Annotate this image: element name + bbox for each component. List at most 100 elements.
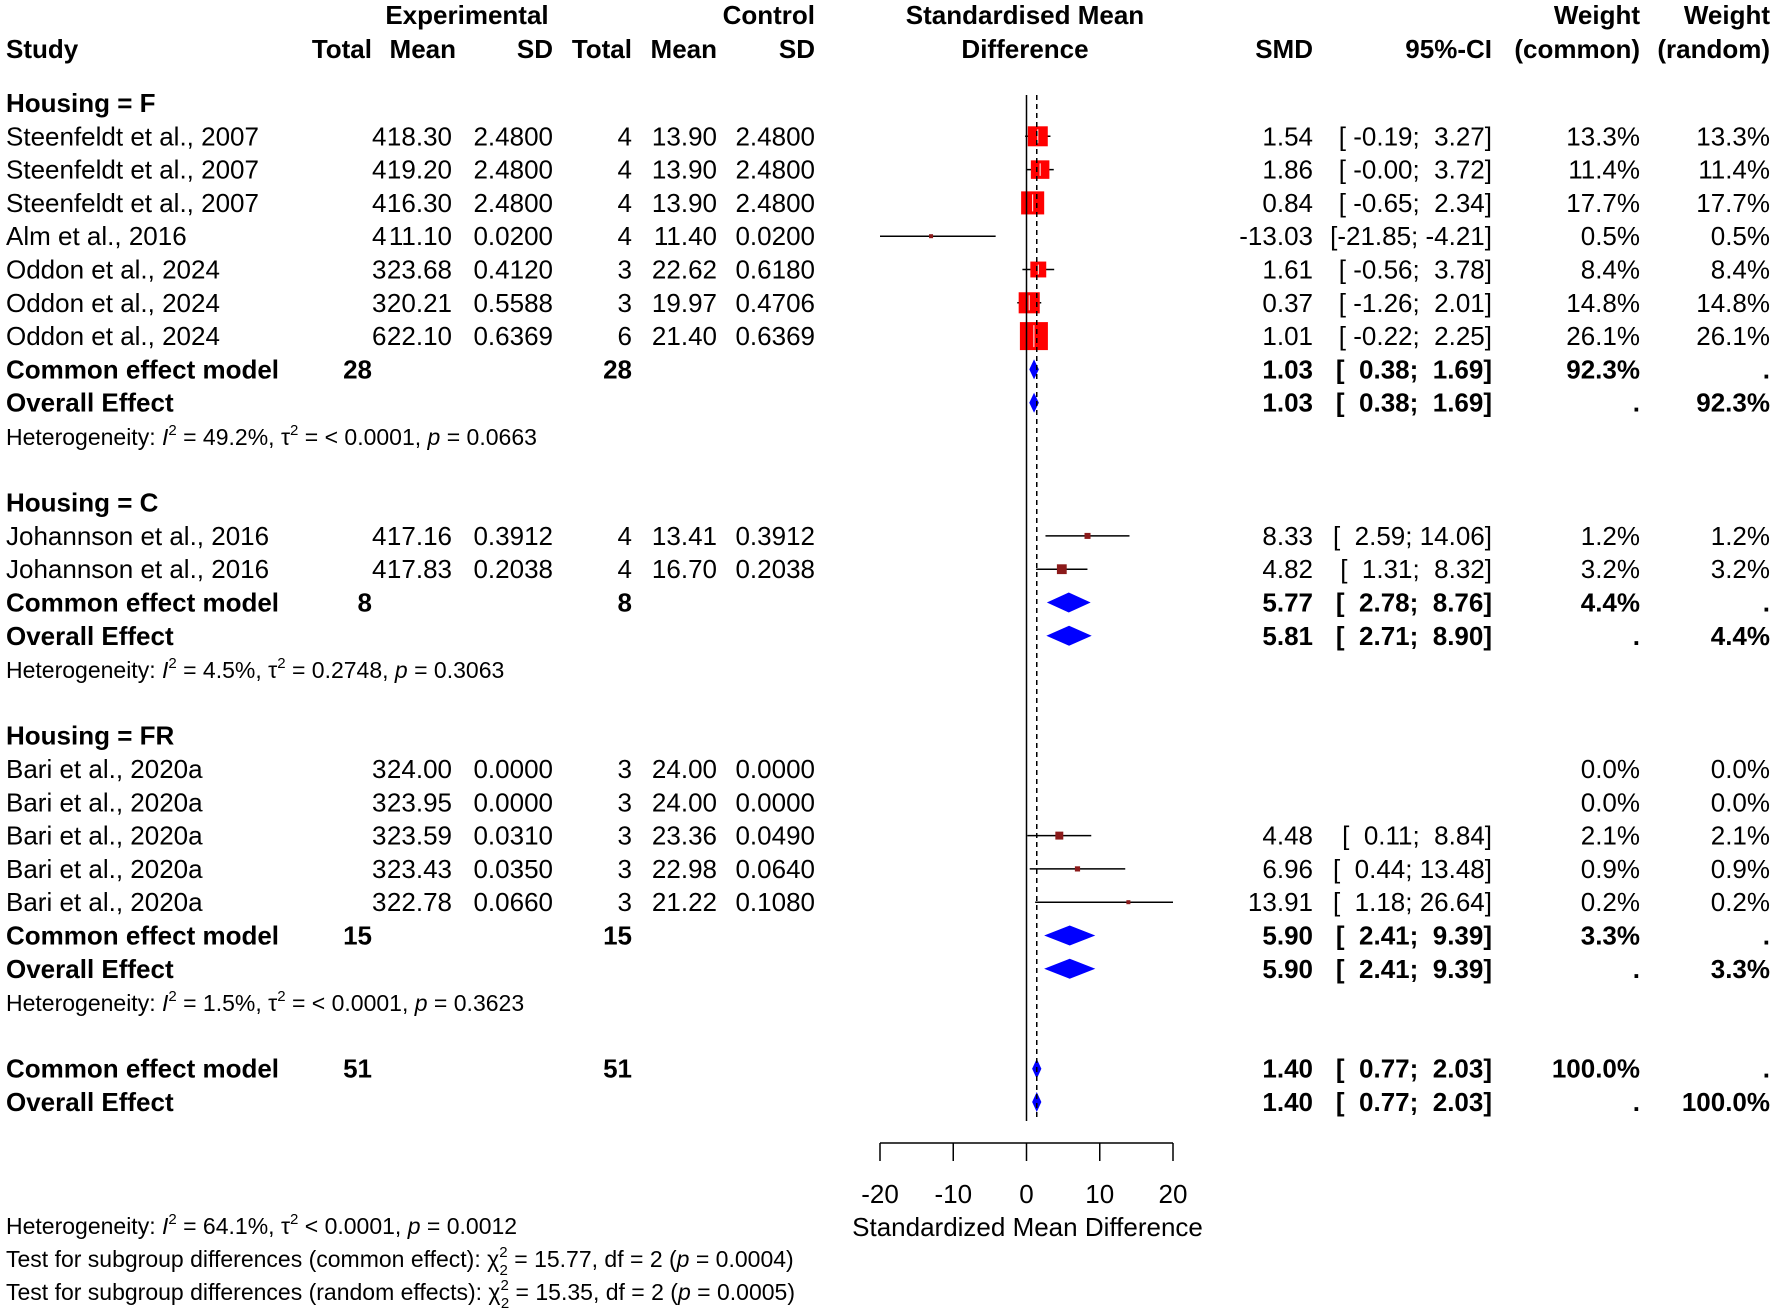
exp-sd: 0.2038 [473, 554, 553, 584]
exp-total: 3 [372, 821, 386, 851]
exp-sd: 0.0000 [473, 754, 553, 784]
header-experimental: Experimental [385, 0, 548, 30]
subgroup-label: Housing = F [6, 88, 156, 118]
ctl-total: 3 [618, 754, 632, 784]
ctl-total: 3 [618, 255, 632, 285]
ctl-mean: 21.40 [652, 321, 717, 351]
exp-mean: 23.59 [387, 821, 452, 851]
weight-random: 26.1% [1696, 321, 1770, 351]
ci-summary: [ 2.78; 8.76] [1336, 588, 1492, 618]
ctl-mean: 13.90 [652, 155, 717, 185]
exp-total-sum: 51 [343, 1054, 372, 1084]
x-axis-label: Standardized Mean Difference [852, 1212, 1203, 1242]
ctl-total-sum: 8 [618, 588, 632, 618]
study-name: Steenfeldt et al., 2007 [6, 188, 259, 218]
study-name: Bari et al., 2020a [6, 821, 203, 851]
header-ctl-mean: Mean [651, 34, 717, 64]
smd-value: 1.01 [1262, 321, 1313, 351]
study-name: Bari et al., 2020a [6, 887, 203, 917]
ctl-sd: 0.3912 [735, 521, 815, 551]
ci-summary: [ 2.71; 8.90] [1336, 621, 1492, 651]
ci-value: [ 0.11; 8.84] [1342, 821, 1492, 851]
study-name: Oddon et al., 2024 [6, 255, 220, 285]
exp-mean: 11.10 [389, 221, 452, 251]
study-name: Alm et al., 2016 [6, 221, 187, 251]
weight-random: 14.8% [1696, 288, 1770, 318]
exp-mean: 22.10 [387, 321, 452, 351]
weight-common: 1.2% [1581, 521, 1640, 551]
header-exp-mean: Mean [390, 34, 456, 64]
ci-value: [ -0.65; 2.34] [1339, 188, 1492, 218]
study-name: Johannson et al., 2016 [6, 521, 269, 551]
header-ci: 95%-CI [1405, 34, 1492, 64]
ci-value: [ -0.22; 2.25] [1339, 321, 1492, 351]
overall-heterogeneity: Heterogeneity: I2 = 64.1%, τ2 < 0.0001, … [6, 1211, 517, 1239]
exp-mean: 17.83 [387, 554, 452, 584]
header-weight-random-line1: Weight [1684, 0, 1771, 30]
ci-summary: [ 0.77; 2.03] [1336, 1087, 1492, 1117]
x-tick-label: 0 [1019, 1179, 1033, 1209]
weight-common: 0.9% [1581, 854, 1640, 884]
exp-mean: 23.95 [387, 787, 452, 817]
weight-common-summary: 3.3% [1581, 921, 1640, 951]
ci-value: [ 1.18; 26.64] [1333, 887, 1492, 917]
exp-total-sum: 28 [343, 354, 372, 384]
ctl-total: 4 [618, 155, 632, 185]
smd-value: 8.33 [1262, 521, 1313, 551]
weight-random: 2.1% [1711, 821, 1770, 851]
ci-summary: [ 2.41; 9.39] [1336, 954, 1492, 984]
overall-effect-label: Overall Effect [6, 954, 174, 984]
study-box [1074, 866, 1081, 872]
weight-random: 13.3% [1696, 121, 1770, 151]
exp-mean: 18.30 [387, 121, 452, 151]
exp-total: 4 [372, 155, 386, 185]
smd-summary: 5.81 [1262, 621, 1313, 651]
subgroup-test-random: Test for subgroup differences (random ef… [6, 1277, 795, 1312]
weight-common: 17.7% [1566, 188, 1640, 218]
exp-sd: 2.4800 [473, 188, 553, 218]
smd-value: 1.54 [1262, 121, 1313, 151]
weight-random-summary: 4.4% [1711, 621, 1770, 651]
header-control: Control [723, 0, 815, 30]
smd-summary: 5.90 [1262, 921, 1313, 951]
smd-summary: 5.77 [1262, 588, 1313, 618]
header-exp-total: Total [312, 34, 372, 64]
ci-summary: [ 2.41; 9.39] [1336, 921, 1492, 951]
weight-common: 0.2% [1581, 887, 1640, 917]
ctl-sd: 0.0200 [735, 221, 815, 251]
weight-random-summary: 100.0% [1682, 1087, 1770, 1117]
ctl-total: 3 [618, 887, 632, 917]
ctl-mean: 13.90 [652, 121, 717, 151]
exp-sd: 0.3912 [473, 521, 553, 551]
study-name: Steenfeldt et al., 2007 [6, 121, 259, 151]
exp-sd: 0.5588 [473, 288, 553, 318]
exp-sd: 0.0350 [473, 854, 553, 884]
smd-summary: 1.40 [1262, 1087, 1313, 1117]
ctl-total: 4 [618, 121, 632, 151]
ctl-total: 3 [618, 288, 632, 318]
ctl-total: 4 [618, 521, 632, 551]
ctl-mean: 22.98 [652, 854, 717, 884]
subgroup-test-common: Test for subgroup differences (common ef… [6, 1244, 794, 1279]
ctl-mean: 23.36 [652, 821, 717, 851]
ctl-mean: 11.40 [654, 221, 717, 251]
weight-random: 0.2% [1711, 887, 1770, 917]
weight-random: 1.2% [1711, 521, 1770, 551]
exp-total: 3 [372, 854, 386, 884]
exp-mean: 19.20 [387, 155, 452, 185]
ctl-mean: 13.41 [652, 521, 717, 551]
weight-random-summary: . [1763, 921, 1770, 951]
ctl-sd: 0.6369 [735, 321, 815, 351]
exp-total: 3 [372, 288, 386, 318]
weight-common: 11.4% [1568, 155, 1640, 185]
study-name: Johannson et al., 2016 [6, 554, 269, 584]
exp-sd: 0.0310 [473, 821, 553, 851]
smd-value: 6.96 [1262, 854, 1313, 884]
exp-sd: 0.0660 [473, 887, 553, 917]
common-effect-label: Common effect model [6, 354, 279, 384]
smd-value: 13.91 [1248, 887, 1313, 917]
common-effect-label: Common effect model [6, 588, 279, 618]
weight-common-summary: . [1633, 1087, 1640, 1117]
ctl-sd: 0.0000 [735, 754, 815, 784]
ctl-sd: 0.0000 [735, 787, 815, 817]
